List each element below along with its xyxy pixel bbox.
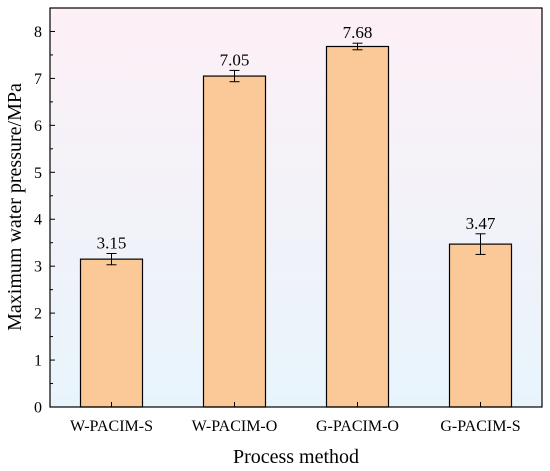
- x-category-label: G-PACIM-O: [316, 418, 399, 435]
- data-label: 7.05: [220, 50, 250, 69]
- data-label: 7.68: [343, 23, 373, 42]
- bar-w-pacim-o: [202, 75, 267, 408]
- x-category-label: G-PACIM-S: [440, 418, 520, 435]
- y-tick-label: 7: [34, 71, 42, 88]
- data-label: 3.15: [97, 234, 127, 253]
- x-axis: W-PACIM-S W-PACIM-O G-PACIM-O G-PACIM-S: [70, 402, 521, 435]
- bar-g-pacim-s: [448, 243, 513, 408]
- y-axis-title: Maximum water pressure/MPa: [4, 83, 26, 331]
- bars-group: [79, 45, 513, 408]
- data-label: 3.47: [466, 214, 496, 233]
- bar-g-pacim-o: [325, 45, 390, 408]
- y-tick-label: 6: [34, 118, 42, 135]
- error-bars-group: [106, 42, 486, 266]
- x-category-label: W-PACIM-O: [192, 418, 278, 435]
- plot-frame: [49, 7, 543, 408]
- y-tick-label: 5: [34, 165, 42, 182]
- y-tick-label: 4: [34, 212, 42, 229]
- y-tick-label: 2: [34, 306, 42, 323]
- y-tick-label: 3: [34, 259, 42, 276]
- y-tick-label: 8: [34, 24, 42, 41]
- y-tick-label: 0: [34, 400, 42, 417]
- y-tick-label: 1: [34, 353, 42, 370]
- y-axis: 0 1 2 3 4 5 6 7 8: [34, 24, 55, 417]
- bar-w-pacim-s: [79, 258, 144, 408]
- x-axis-title: Process method: [233, 446, 359, 468]
- x-category-label: W-PACIM-S: [70, 418, 153, 435]
- data-labels-group: 3.15 7.05 7.68 3.47: [97, 23, 496, 252]
